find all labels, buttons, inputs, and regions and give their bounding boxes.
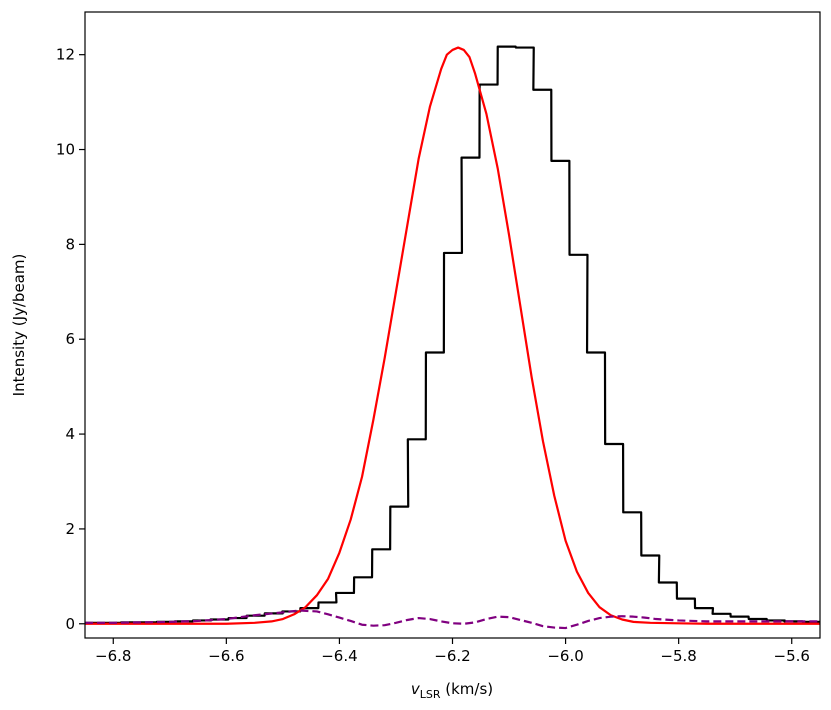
y-tick-label: 2: [65, 520, 75, 538]
plot-frame: [84, 11, 821, 639]
y-tick-label: 12: [56, 46, 75, 64]
x-axis-label-main: v: [411, 680, 421, 698]
y-axis-label: Intensity (Jy/beam): [10, 254, 28, 397]
x-axis-label-units: (km/s): [441, 680, 494, 698]
data-histogram-series: [85, 45, 820, 624]
axis-ticks: −6.8 −6.6 −6.4 −6.2 −6.0 −5.8 −5.6 0 2 4 6 8 10 12: [56, 46, 810, 665]
residual-dashed-series: [85, 609, 820, 630]
x-tick-label: −6.4: [321, 647, 357, 665]
y-tick-label: 6: [65, 330, 75, 348]
x-tick-label: −5.8: [660, 647, 696, 665]
series-layer: [85, 45, 820, 630]
x-tick-label: −6.6: [208, 647, 244, 665]
x-axis-label-sub: LSR: [420, 688, 441, 701]
y-tick-label: 10: [56, 141, 75, 159]
y-tick-label: 4: [65, 425, 75, 443]
fit-curve-series: [85, 46, 820, 625]
x-tick-label: −6.8: [95, 647, 131, 665]
x-tick-label: −6.2: [434, 647, 470, 665]
x-axis-label: vLSR (km/s): [411, 680, 493, 701]
y-tick-label: 8: [65, 235, 75, 253]
x-tick-label: −5.6: [774, 647, 810, 665]
y-tick-label: 0: [65, 615, 75, 633]
x-tick-label: −6.0: [547, 647, 583, 665]
